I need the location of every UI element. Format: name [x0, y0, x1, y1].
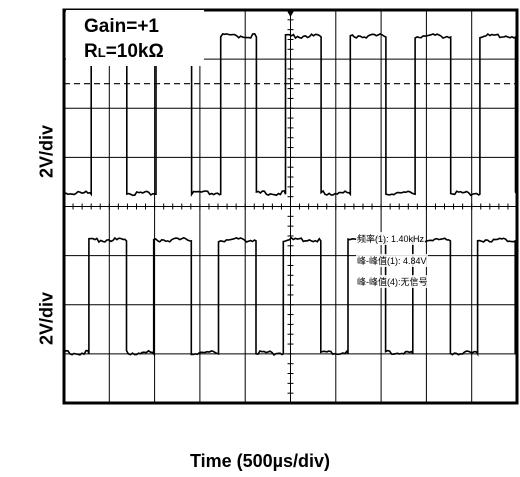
- y-axis-label-bottom: 2V/div: [36, 291, 57, 346]
- trigger-marker: [286, 10, 295, 17]
- trace-top: [63, 32, 518, 197]
- trace-bottom: [63, 236, 518, 357]
- gain-label: Gain=+1: [84, 16, 159, 37]
- load-resistance-label: RL=10kΩ: [84, 41, 164, 63]
- plot-frame: [62, 8, 519, 405]
- gain-annotation: Gain=+1 RL=10kΩ: [66, 10, 204, 66]
- measurement-frequency: 频率(1): 1.40kHz: [356, 232, 426, 245]
- traces: [63, 32, 518, 357]
- rl-prefix: R: [84, 41, 98, 62]
- x-axis-label: Time (500µs/div): [189, 451, 331, 471]
- rl-subscript: L: [97, 45, 106, 60]
- center-ticks: [63, 9, 518, 404]
- rl-value: =10kΩ: [105, 41, 164, 62]
- y-axis-label-top: 2V/div: [36, 124, 57, 179]
- measurement-pk-pk-ch4: 峰-峰值(4):无信号: [356, 275, 429, 288]
- measurement-pk-pk-ch1: 峰-峰值(1): 4.84V: [356, 254, 428, 267]
